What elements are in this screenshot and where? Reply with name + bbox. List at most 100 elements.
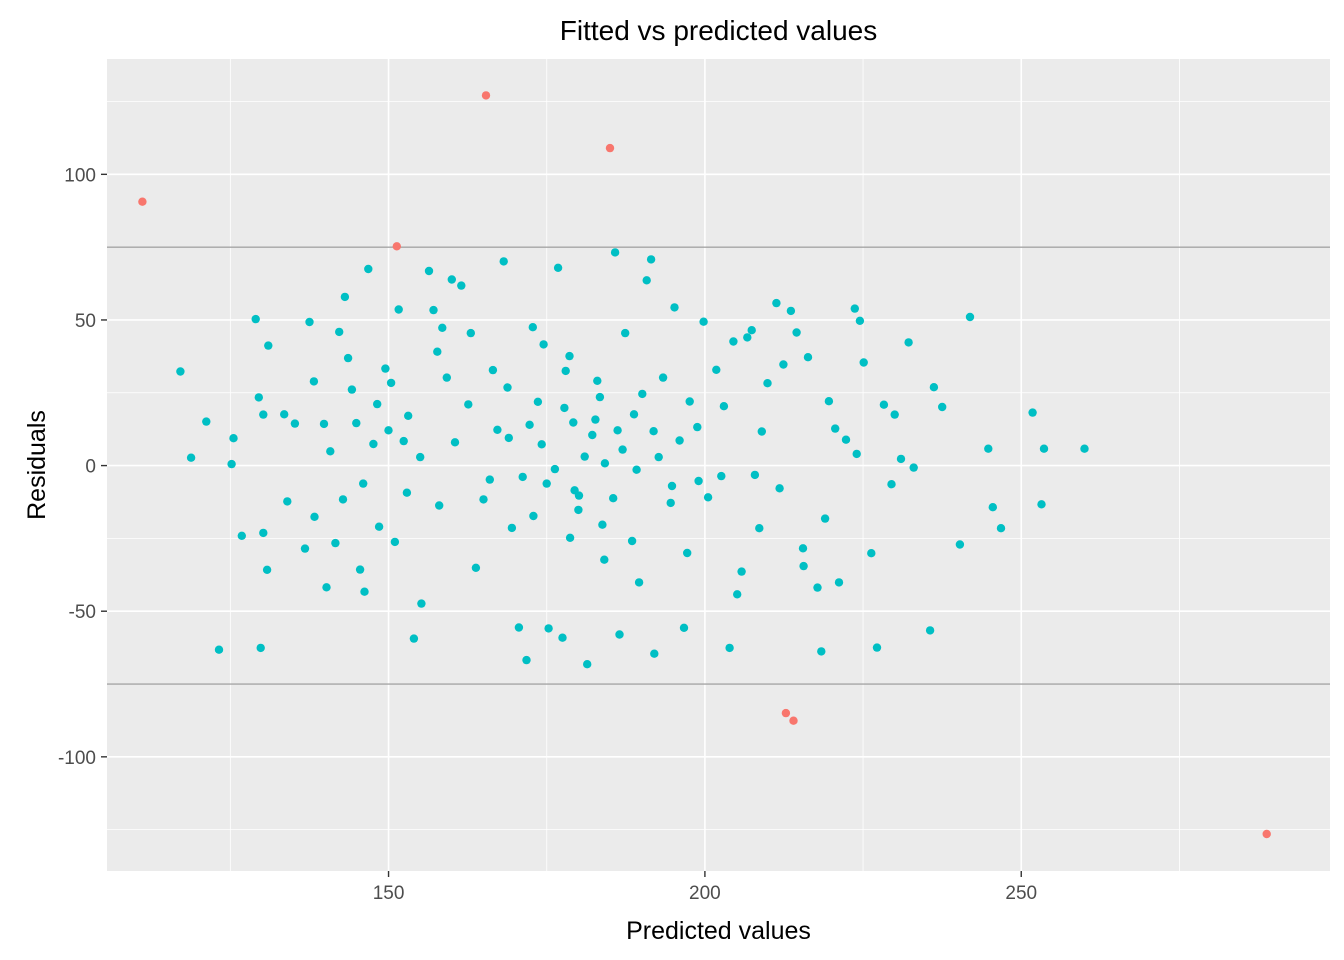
data-point [542, 479, 551, 488]
data-point [464, 400, 473, 409]
data-point [544, 624, 553, 633]
data-point [955, 540, 965, 549]
x-tick-label: 250 [1005, 883, 1037, 904]
data-point [310, 512, 319, 521]
data-point [685, 397, 694, 406]
data-point [537, 440, 546, 449]
data-point [670, 303, 679, 312]
data-point [632, 465, 641, 474]
data-point [256, 643, 265, 653]
data-point [560, 403, 569, 413]
data-points [138, 91, 1271, 839]
data-point [384, 426, 393, 435]
data-point [503, 383, 512, 392]
data-point [404, 411, 413, 420]
data-point [335, 327, 344, 337]
data-point [360, 587, 369, 596]
data-point [850, 304, 859, 313]
data-point [338, 495, 348, 504]
data-point [202, 417, 211, 426]
data-point [565, 533, 575, 542]
data-point [965, 312, 975, 322]
data-point [621, 328, 630, 338]
data-point [373, 399, 382, 409]
data-point [667, 481, 677, 491]
y-tick-label: 50 [75, 311, 96, 332]
data-point [600, 459, 610, 468]
threshold-lines [107, 246, 1330, 685]
data-point [264, 341, 273, 350]
data-point [649, 427, 658, 436]
data-point [553, 263, 563, 272]
data-point [507, 523, 517, 533]
data-point [743, 333, 752, 342]
x-tick-label: 200 [689, 883, 721, 904]
data-point [813, 583, 822, 592]
y-tick-label: 100 [64, 165, 96, 186]
data-point [896, 454, 906, 464]
data-point [399, 436, 408, 446]
data-point [466, 328, 475, 338]
data-point [583, 660, 592, 669]
outlier-point [1262, 829, 1271, 839]
data-point [834, 578, 844, 587]
data-point [595, 392, 605, 402]
data-point [996, 524, 1006, 533]
data-point [717, 471, 726, 481]
data-point [570, 486, 579, 495]
data-point [786, 306, 796, 316]
data-point [561, 366, 570, 376]
data-point [319, 419, 329, 429]
data-point [775, 484, 784, 493]
data-point [904, 338, 913, 347]
data-point [610, 248, 620, 257]
data-point [694, 476, 703, 486]
y-axis-ticks: -100 -50 0 50 100 [58, 165, 107, 769]
data-point [529, 511, 538, 521]
data-point [433, 347, 442, 356]
data-point [859, 358, 868, 367]
data-point [852, 449, 861, 459]
data-point [259, 528, 268, 538]
data-point [638, 389, 647, 399]
data-point [533, 397, 543, 406]
data-point [450, 438, 460, 447]
data-point [374, 522, 384, 531]
data-point [600, 555, 609, 564]
data-point [416, 452, 425, 462]
data-point [627, 536, 637, 546]
data-point [750, 470, 760, 480]
data-point [229, 434, 238, 443]
outlier-point [481, 91, 491, 100]
data-point [925, 626, 935, 635]
data-point [251, 314, 260, 324]
data-point [237, 531, 246, 540]
data-point [364, 264, 373, 274]
data-point [772, 298, 781, 308]
data-point [227, 459, 236, 469]
data-point [831, 424, 840, 433]
data-point [615, 630, 624, 639]
data-point [693, 422, 702, 432]
data-point [499, 257, 508, 266]
data-point [438, 323, 447, 332]
data-point [867, 549, 876, 558]
data-point [634, 578, 644, 587]
data-point [879, 400, 889, 409]
data-point [331, 538, 340, 548]
data-point [471, 563, 481, 572]
data-point [394, 305, 403, 314]
data-point [176, 367, 185, 376]
data-point [447, 275, 456, 284]
data-point [588, 430, 597, 440]
data-point [429, 305, 438, 315]
data-point [803, 353, 813, 362]
data-point [642, 276, 651, 285]
data-point [593, 376, 602, 385]
data-point [679, 623, 689, 632]
data-point [522, 655, 531, 665]
data-point [283, 497, 292, 506]
data-point [699, 317, 708, 326]
data-point [424, 266, 434, 276]
data-point [872, 643, 882, 652]
